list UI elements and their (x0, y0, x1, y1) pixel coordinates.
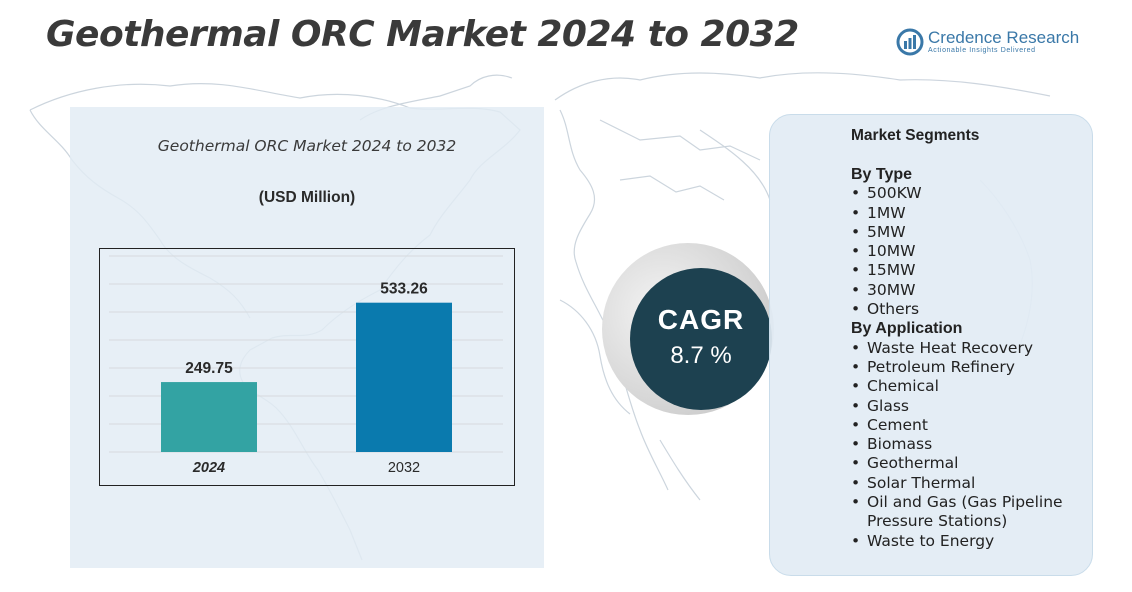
chart-frame (99, 248, 515, 486)
cagr-badge: CAGR 8.7 % (630, 268, 772, 410)
brand-name: Credence Research (928, 28, 1080, 47)
chart-title: Geothermal ORC Market 2024 to 2032 (157, 137, 457, 155)
segment-item: 1MW (851, 204, 1087, 224)
segment-item: Oil and Gas (Gas Pipeline Pressure Stati… (851, 493, 1087, 532)
segment-item: 10MW (851, 242, 1087, 262)
brand-tagline: Actionable Insights Delivered (928, 47, 1036, 54)
data-label-2032: 533.26 (380, 281, 428, 298)
page-title: Geothermal ORC Market 2024 to 2032 (46, 14, 799, 55)
segment-item: Waste Heat Recovery (851, 339, 1087, 359)
credence-logo-icon (896, 28, 924, 56)
bar-2024 (161, 382, 257, 452)
cagr-label: CAGR (657, 304, 745, 335)
segment-item: Biomass (851, 435, 1087, 455)
segment-item: Waste to Energy (851, 532, 1087, 552)
data-label-2024: 249.75 (185, 360, 233, 377)
segment-item: 30MW (851, 281, 1087, 301)
segment-item: Chemical (851, 377, 1087, 397)
bar-2032 (356, 302, 452, 452)
segments-title: Market Segments (851, 127, 980, 144)
brand-logo: Credence Research Actionable Insights De… (896, 26, 1086, 60)
x-tick-2024: 2024 (192, 460, 225, 476)
segment-item: Geothermal (851, 454, 1087, 474)
segments-list: By Type 500KW 1MW 5MW 10MW 15MW 30MW Oth… (851, 165, 1087, 551)
segment-group-application: By Application (851, 320, 963, 338)
segment-item: 5MW (851, 223, 1087, 243)
chart-panel (70, 107, 544, 568)
bar-chart: 249.75 2024 533.26 2032 (109, 255, 503, 476)
segment-item: Solar Thermal (851, 474, 1087, 494)
cagr-value: 8.7 % (670, 342, 732, 369)
segment-item: Glass (851, 397, 1087, 417)
segment-group-type: By Type (851, 166, 913, 183)
chart-unit-label: (USD Million) (258, 189, 356, 206)
segment-item: Petroleum Refinery (851, 358, 1087, 378)
x-tick-2032: 2032 (388, 460, 420, 476)
segment-item: 15MW (851, 261, 1087, 281)
segment-item: 500KW (851, 184, 1087, 204)
segment-item: Cement (851, 416, 1087, 436)
segment-item: Others (851, 300, 1087, 320)
